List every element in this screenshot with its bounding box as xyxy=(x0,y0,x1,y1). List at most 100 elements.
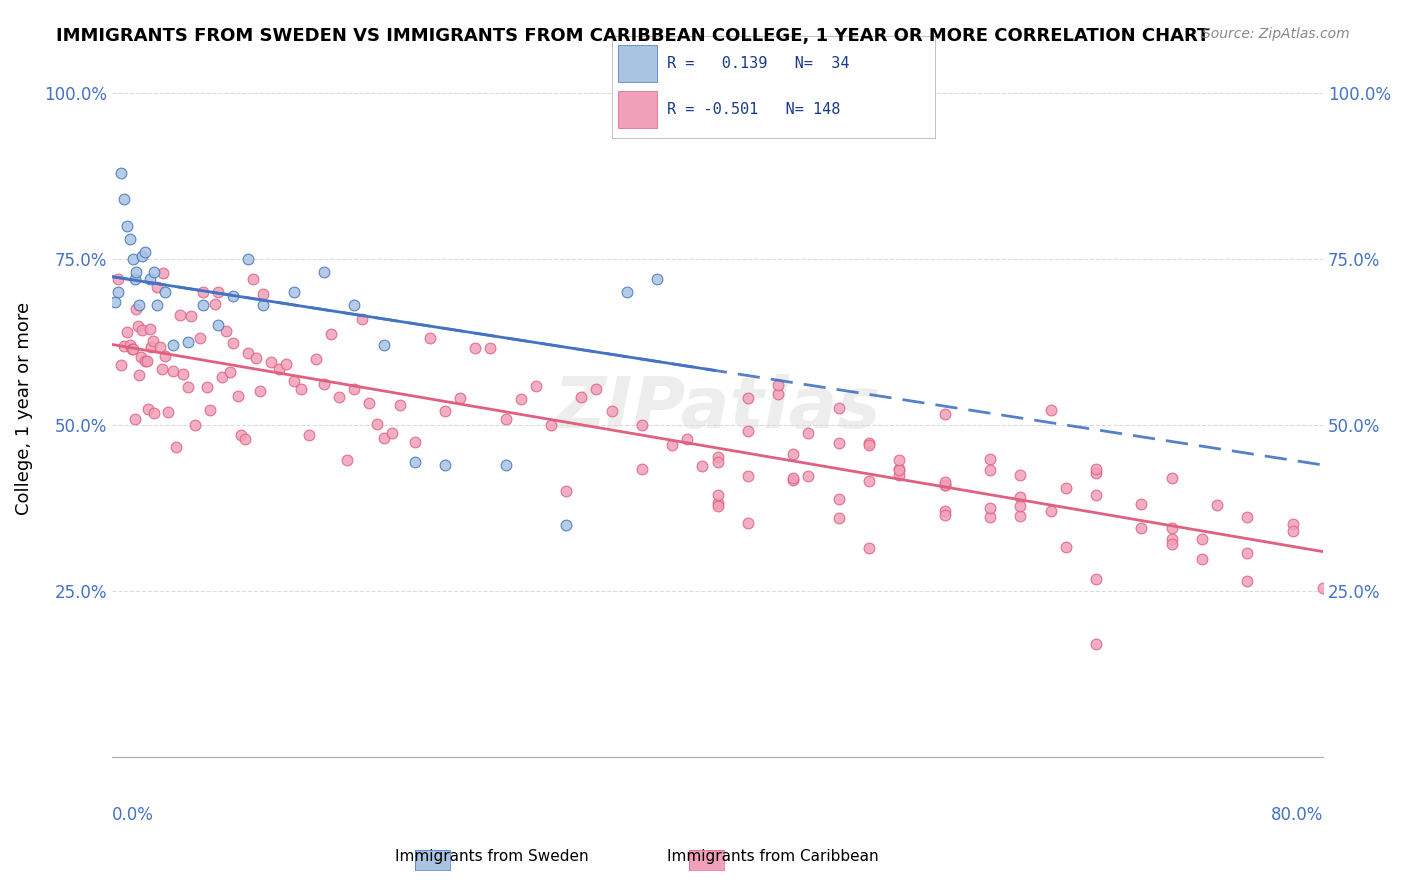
Point xyxy=(858,474,880,488)
Point xyxy=(858,436,880,450)
Point xyxy=(495,411,517,425)
Point xyxy=(827,401,849,416)
Point xyxy=(110,359,132,373)
Point xyxy=(336,453,359,467)
Point xyxy=(245,351,267,366)
Point xyxy=(934,504,956,518)
Point xyxy=(139,272,162,286)
Point xyxy=(1085,462,1108,476)
Point xyxy=(146,280,169,294)
Y-axis label: College, 1 year or more: College, 1 year or more xyxy=(15,301,32,515)
Point xyxy=(706,450,728,464)
Point xyxy=(1236,546,1258,560)
Point xyxy=(797,426,820,441)
Point xyxy=(176,334,198,349)
Text: IMMIGRANTS FROM SWEDEN VS IMMIGRANTS FROM CARIBBEAN COLLEGE, 1 YEAR OR MORE CORR: IMMIGRANTS FROM SWEDEN VS IMMIGRANTS FRO… xyxy=(56,27,1209,45)
Point xyxy=(737,468,759,483)
Point xyxy=(219,365,242,379)
Point xyxy=(585,383,607,397)
Point xyxy=(737,516,759,530)
Point xyxy=(373,338,395,352)
Point xyxy=(274,357,297,371)
Point xyxy=(1236,510,1258,524)
Bar xyxy=(619,91,657,128)
Point xyxy=(191,298,214,312)
Point xyxy=(328,391,350,405)
Point xyxy=(135,353,157,368)
Point xyxy=(706,455,728,469)
Point xyxy=(1085,488,1108,502)
Point xyxy=(1160,532,1182,546)
Point xyxy=(142,334,165,348)
Point xyxy=(889,468,911,483)
Point xyxy=(195,380,218,394)
Point xyxy=(766,378,789,392)
Point xyxy=(229,427,252,442)
Point xyxy=(233,432,256,446)
Point xyxy=(305,351,328,366)
Point xyxy=(600,404,623,418)
Point xyxy=(706,500,728,514)
Point xyxy=(524,379,547,393)
Point xyxy=(312,265,335,279)
Point xyxy=(122,342,145,356)
Point xyxy=(464,341,486,355)
Point xyxy=(1282,517,1305,532)
Point xyxy=(127,318,149,333)
Point xyxy=(207,318,229,333)
Point xyxy=(706,488,728,502)
Point xyxy=(204,297,226,311)
Point xyxy=(115,325,138,339)
Point xyxy=(153,349,176,363)
Point xyxy=(381,426,404,441)
Point xyxy=(188,331,211,345)
Point xyxy=(125,265,148,279)
Point xyxy=(252,287,274,301)
Point xyxy=(283,285,305,300)
Point xyxy=(979,509,1001,524)
Point xyxy=(782,471,804,485)
Point xyxy=(107,272,129,286)
Point xyxy=(172,367,194,381)
Point xyxy=(134,245,156,260)
Point xyxy=(129,350,152,364)
Point xyxy=(131,323,153,337)
Point xyxy=(979,463,1001,477)
Point xyxy=(321,326,343,341)
Point xyxy=(222,335,245,350)
Point xyxy=(214,324,236,338)
Point xyxy=(125,301,148,316)
Point xyxy=(645,272,668,286)
Point xyxy=(176,380,198,394)
Text: Immigrants from Sweden: Immigrants from Sweden xyxy=(395,849,589,863)
Point xyxy=(827,491,849,506)
Point xyxy=(1010,468,1032,483)
Point xyxy=(934,407,956,421)
Point xyxy=(120,338,142,352)
Text: Immigrants from Caribbean: Immigrants from Caribbean xyxy=(668,849,879,863)
Point xyxy=(434,458,457,472)
Point xyxy=(152,266,174,280)
Point xyxy=(540,418,562,433)
Text: 80.0%: 80.0% xyxy=(1271,806,1323,824)
Point xyxy=(180,309,202,323)
Point xyxy=(434,404,457,418)
Point xyxy=(1312,581,1334,595)
Point xyxy=(143,265,166,279)
Point xyxy=(404,435,426,450)
Point xyxy=(366,417,388,432)
Point xyxy=(1085,637,1108,651)
Point xyxy=(283,374,305,388)
Point xyxy=(1010,490,1032,504)
Point xyxy=(128,298,150,312)
Point xyxy=(169,308,191,322)
Point xyxy=(146,298,169,312)
Bar xyxy=(619,45,657,82)
Point xyxy=(115,219,138,233)
Text: 0.0%: 0.0% xyxy=(112,806,153,824)
Point xyxy=(350,311,373,326)
Point xyxy=(124,272,146,286)
Point xyxy=(226,389,249,403)
Point xyxy=(1160,471,1182,485)
Point xyxy=(242,272,264,286)
